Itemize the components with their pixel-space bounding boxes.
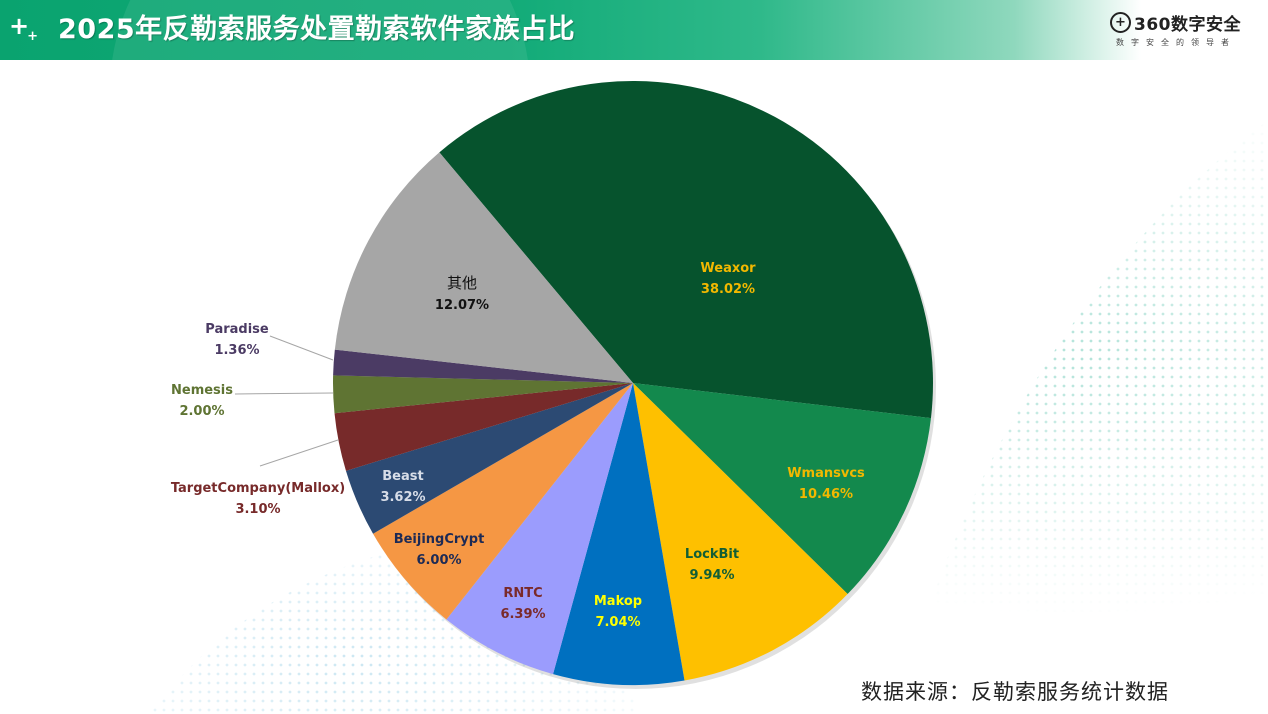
pie-slice-其他 (334, 152, 633, 383)
brand-logo: + 360数字安全 数字安全的领导者 (1110, 10, 1250, 52)
pie-slice-nemesis (333, 375, 633, 414)
leader-line (234, 392, 334, 395)
pie-slice-beast (345, 383, 633, 534)
data-label: Beast 3.62% (380, 469, 425, 505)
360-logo-icon: + (1110, 12, 1131, 33)
plus-icon: ++ (9, 12, 39, 44)
data-label: TargetCompany(Mallox) 3.10% (171, 481, 345, 517)
data-label: Makop 7.04% (594, 594, 642, 630)
leader-line (269, 335, 334, 361)
data-label: 其他 12.07% (435, 274, 489, 313)
data-label: Paradise 1.36% (205, 322, 269, 358)
data-label: Wmansvcs 10.46% (787, 466, 865, 502)
pie-slice-wmansvcs (633, 383, 931, 595)
logo-name: 360数字安全 (1134, 15, 1241, 35)
page-title: 2025年反勒索服务处置勒索软件家族占比 (58, 14, 576, 45)
pie-slice-rntc (446, 383, 633, 675)
data-label: Nemesis 2.00% (171, 383, 233, 419)
data-label: RNTC 6.39% (500, 586, 545, 622)
logo-tagline: 数字安全的领导者 (1116, 38, 1236, 47)
pie-slice-paradise (333, 349, 633, 383)
pie-slice-weaxor (439, 81, 933, 419)
leader-line (259, 439, 339, 467)
pie-slice-makop (553, 383, 685, 685)
data-label: BeijingCrypt 6.00% (394, 532, 485, 568)
data-source-note: 数据来源：反勒索服务统计数据 (861, 680, 1169, 704)
data-label: LockBit 9.94% (685, 547, 739, 583)
pie-slice-beijingcrypt (373, 383, 633, 620)
pie-slice-lockbit (633, 383, 848, 681)
pie-slice-targetcompany-mallox- (334, 383, 633, 471)
data-label: Weaxor 38.02% (700, 261, 756, 297)
